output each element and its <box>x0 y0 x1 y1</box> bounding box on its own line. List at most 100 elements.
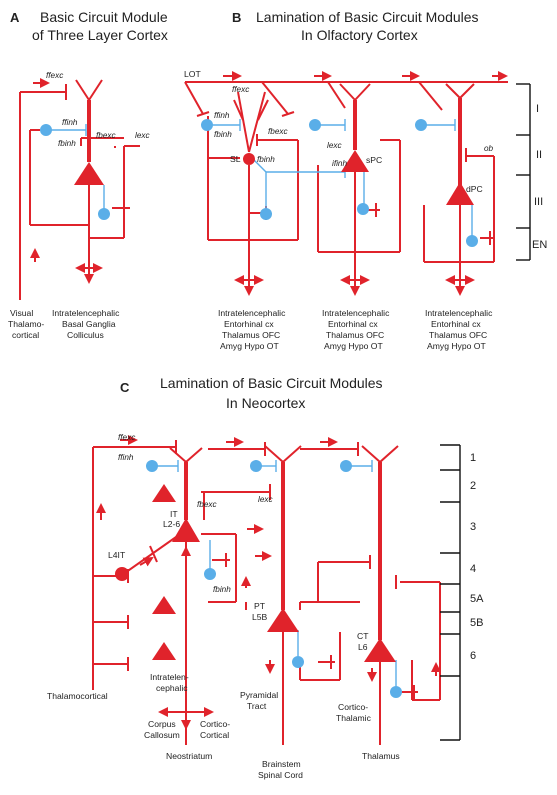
panel-c-ffinh-interneuron-3 <box>340 460 352 472</box>
panel-c-layer-2: 2 <box>470 480 476 492</box>
panel-c-intratel-label-2: cephalic <box>156 683 188 693</box>
panel-c-pyramidal-label-2: Tract <box>247 701 267 711</box>
panel-b-layer-4: EN <box>532 239 547 251</box>
panel-c: C Lamination of Basic Circuit Modules In… <box>47 375 484 780</box>
panel-c-ffinh-interneuron-1 <box>146 460 158 472</box>
panel-c-inhibitory <box>156 460 397 686</box>
panel-b-dpc-label: dPC <box>466 184 483 194</box>
panel-b-lexc-label: lexc <box>327 141 342 150</box>
panel-a-target-label-1: Intratelencephalic <box>52 308 120 318</box>
panel-b-fbinh-interneuron-2 <box>357 203 369 215</box>
panel-c-neostriatum-label: Neostriatum <box>166 751 212 761</box>
panel-c-ffinh-label: ffinh <box>118 453 134 462</box>
panel-b-target-2-2: Entorhinal cx <box>328 319 378 329</box>
panel-b-ffinh-label: ffinh <box>214 111 230 120</box>
panel-c-layer6-soma <box>152 642 176 660</box>
panel-b-target-1-1: Intratelencephalic <box>218 308 286 318</box>
panel-a-ffinh-interneuron <box>40 124 52 136</box>
panel-c-ffexc-label: ffexc <box>118 433 135 442</box>
panel-b-target-2-1: Intratelencephalic <box>322 308 390 318</box>
panel-c-layer-1: 1 <box>470 452 476 464</box>
panel-b: B Lamination of Basic Circuit Modules In… <box>184 9 547 351</box>
panel-a-title-line2: of Three Layer Cortex <box>32 27 168 43</box>
panel-c-cortico-thalamic-label-2: Thalamic <box>336 713 372 723</box>
panel-c-ct-soma <box>364 638 396 662</box>
panel-b-target-3-2: Entorhinal cx <box>431 319 481 329</box>
panel-b-target-1-3: Thalamus OFC <box>222 330 280 340</box>
panel-b-letter: B <box>232 10 241 25</box>
panel-c-pyramidal-label-1: Pyramidal <box>240 690 278 700</box>
panel-c-cortico-label-1: Cortico- <box>200 719 230 729</box>
panel-a-lexc-label: lexc <box>135 131 150 140</box>
panel-c-layer-5b: 5B <box>470 617 483 629</box>
panel-c-cortico-thalamic-label-1: Cortico- <box>338 702 368 712</box>
panel-c-l4it-soma <box>115 567 129 581</box>
panel-c-brainstem-label-2: Spinal Cord <box>258 770 303 780</box>
panel-b-targets-3: Intratelencephalic Entorhinal cx Thalamu… <box>425 308 493 351</box>
panel-a: A Basic Circuit Module of Three Layer Co… <box>8 9 168 340</box>
panel-c-corpus-label-1: Corpus <box>148 719 176 729</box>
panel-a-fbexc-label: fbexc <box>96 131 116 140</box>
panel-b-targets-1: Intratelencephalic Entorhinal cx Thalamu… <box>218 308 286 351</box>
panel-b-target-3-1: Intratelencephalic <box>425 308 493 318</box>
panel-c-lexc-label: lexc <box>258 495 273 504</box>
panel-b-ffinh-interneuron-1 <box>201 119 213 131</box>
panel-b-layer-1: I <box>536 103 539 115</box>
panel-c-pt-soma <box>267 608 299 632</box>
panel-a-fbinh-label: fbinh <box>58 139 76 148</box>
panel-b-target-3-4: Amyg Hypo OT <box>427 341 486 351</box>
panel-a-ffinh-label: ffinh <box>62 118 78 127</box>
panel-c-ct-label-2: L6 <box>358 642 368 652</box>
panel-c-it-label-1: IT <box>170 509 178 519</box>
panel-b-target-1-2: Entorhinal cx <box>224 319 274 329</box>
panel-c-corpus-label-2: Callosum <box>144 730 180 740</box>
panel-c-intratel-label-1: Intratelen- <box>150 672 189 682</box>
panel-b-ffinh-interneuron-2 <box>309 119 321 131</box>
panel-a-letter: A <box>10 10 20 25</box>
panel-c-ct-label-1: CT <box>357 631 369 641</box>
panel-a-pyramidal-soma <box>74 162 104 185</box>
panel-b-fbexc-label: fbexc <box>268 127 288 136</box>
panel-c-layer-3: 3 <box>470 521 476 533</box>
panel-c-layer-4: 4 <box>470 563 476 575</box>
panel-b-lot-label: LOT <box>184 69 201 79</box>
panel-a-ffexc-label: ffexc <box>46 71 63 80</box>
panel-b-circuit <box>184 71 508 296</box>
panel-b-ob-label: ob <box>484 144 494 153</box>
panel-a-target-label-2: Basal Ganglia <box>62 319 116 329</box>
panel-b-fbinh-interneuron-3 <box>466 235 478 247</box>
panel-c-fbinh-label: fbinh <box>213 585 231 594</box>
panel-b-fbinh-label-2: fbinh <box>257 155 275 164</box>
panel-b-layer-3: III <box>534 196 543 208</box>
panel-b-target-2-4: Amyg Hypo OT <box>324 341 383 351</box>
panel-c-fbinh-interneuron-1 <box>204 568 216 580</box>
panel-b-layer-scale <box>516 83 531 261</box>
panel-b-fbinh-interneuron-1 <box>260 208 272 220</box>
panel-b-ffexc-label: ffexc <box>232 85 249 94</box>
panel-b-sl-label: SL <box>230 154 241 164</box>
panel-b-sl-soma <box>243 153 255 165</box>
panel-b-targets-2: Intratelencephalic Entorhinal cx Thalamu… <box>322 308 390 351</box>
panel-c-fbinh-interneuron-2 <box>292 656 304 668</box>
panel-a-visual-label-1: Visual <box>10 308 33 318</box>
panel-c-l4it-label: L4IT <box>108 550 126 560</box>
panel-b-ifinh-label: ifinh <box>332 159 347 168</box>
panel-c-pt-label-2: L5B <box>252 612 268 622</box>
panel-c-thalamus-label: Thalamus <box>362 751 400 761</box>
panel-c-letter: C <box>120 380 130 395</box>
panel-c-layer-6: 6 <box>470 650 476 662</box>
panel-c-cortico-label-2: Cortical <box>200 730 229 740</box>
panel-b-spc-label: sPC <box>366 155 382 165</box>
panel-c-brainstem-label-1: Brainstem <box>262 759 301 769</box>
panel-c-thalamocortical-label: Thalamocortical <box>47 691 108 701</box>
panel-c-pt-label-1: PT <box>254 601 266 611</box>
panel-b-title-line1: Lamination of Basic Circuit Modules <box>256 9 479 25</box>
panel-c-circuit <box>92 435 441 745</box>
panel-a-title-line1: Basic Circuit Module <box>40 9 168 25</box>
panel-c-title-line1: Lamination of Basic Circuit Modules <box>160 375 383 391</box>
panel-a-visual-label-3: cortical <box>12 330 39 340</box>
panel-b-dpc-soma <box>446 182 474 205</box>
panel-b-ffinh-interneuron-3 <box>415 119 427 131</box>
panel-a-target-label-3: Colliculus <box>67 330 104 340</box>
